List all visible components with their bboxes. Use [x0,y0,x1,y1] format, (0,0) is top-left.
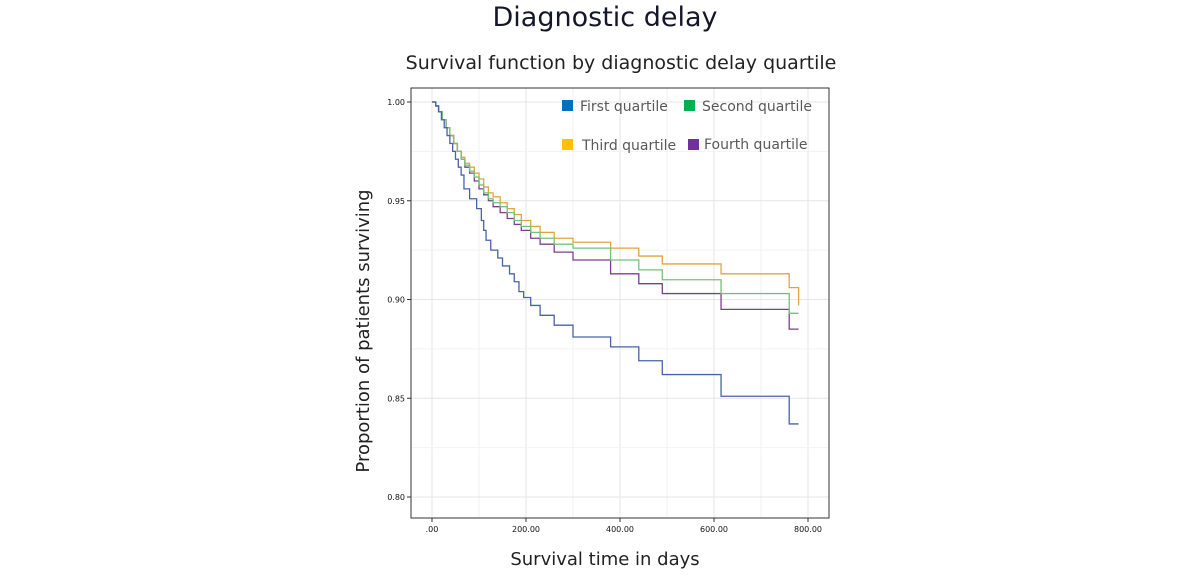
figure-title: Diagnostic delay [492,2,718,33]
y-tick-label: 0.90 [387,296,405,305]
axes: .00 200.00 400.00 600.00 800.00 0.80 0.85 0.90 0… [387,98,822,534]
x-tick-label: 400.00 [606,525,634,534]
chart-title: Survival function by diagnostic delay qu… [405,52,837,74]
series-line-second-quartile [432,101,799,314]
legend-label-third-quartile: Third quartile [581,138,676,154]
x-tick-label: 600.00 [700,525,728,534]
legend-swatch-second-quartile [684,100,695,111]
legend-swatch-third-quartile [562,139,573,150]
series-lines [432,101,800,425]
y-tick-label: 0.85 [387,394,405,403]
legend-label-fourth-quartile: Fourth quartile [704,137,808,153]
y-tick-label: 1.00 [387,98,405,107]
y-tick-label: 0.80 [387,493,405,502]
legend: First quartile Second quartile Third quart… [562,99,812,154]
x-axis-label: Survival time in days [510,549,700,570]
legend-swatch-fourth-quartile [688,139,699,150]
legend-swatch-first-quartile [562,100,573,111]
series-line-first-quartile [432,101,799,425]
x-tick-label: .00 [426,525,439,534]
x-tick-label: 200.00 [512,525,540,534]
x-tick-label: 800.00 [794,525,822,534]
legend-label-second-quartile: Second quartile [702,99,812,115]
series-line-third-quartile [432,101,800,306]
grid [411,88,829,518]
y-tick-label: 0.95 [387,197,405,206]
legend-label-first-quartile: First quartile [580,99,668,115]
